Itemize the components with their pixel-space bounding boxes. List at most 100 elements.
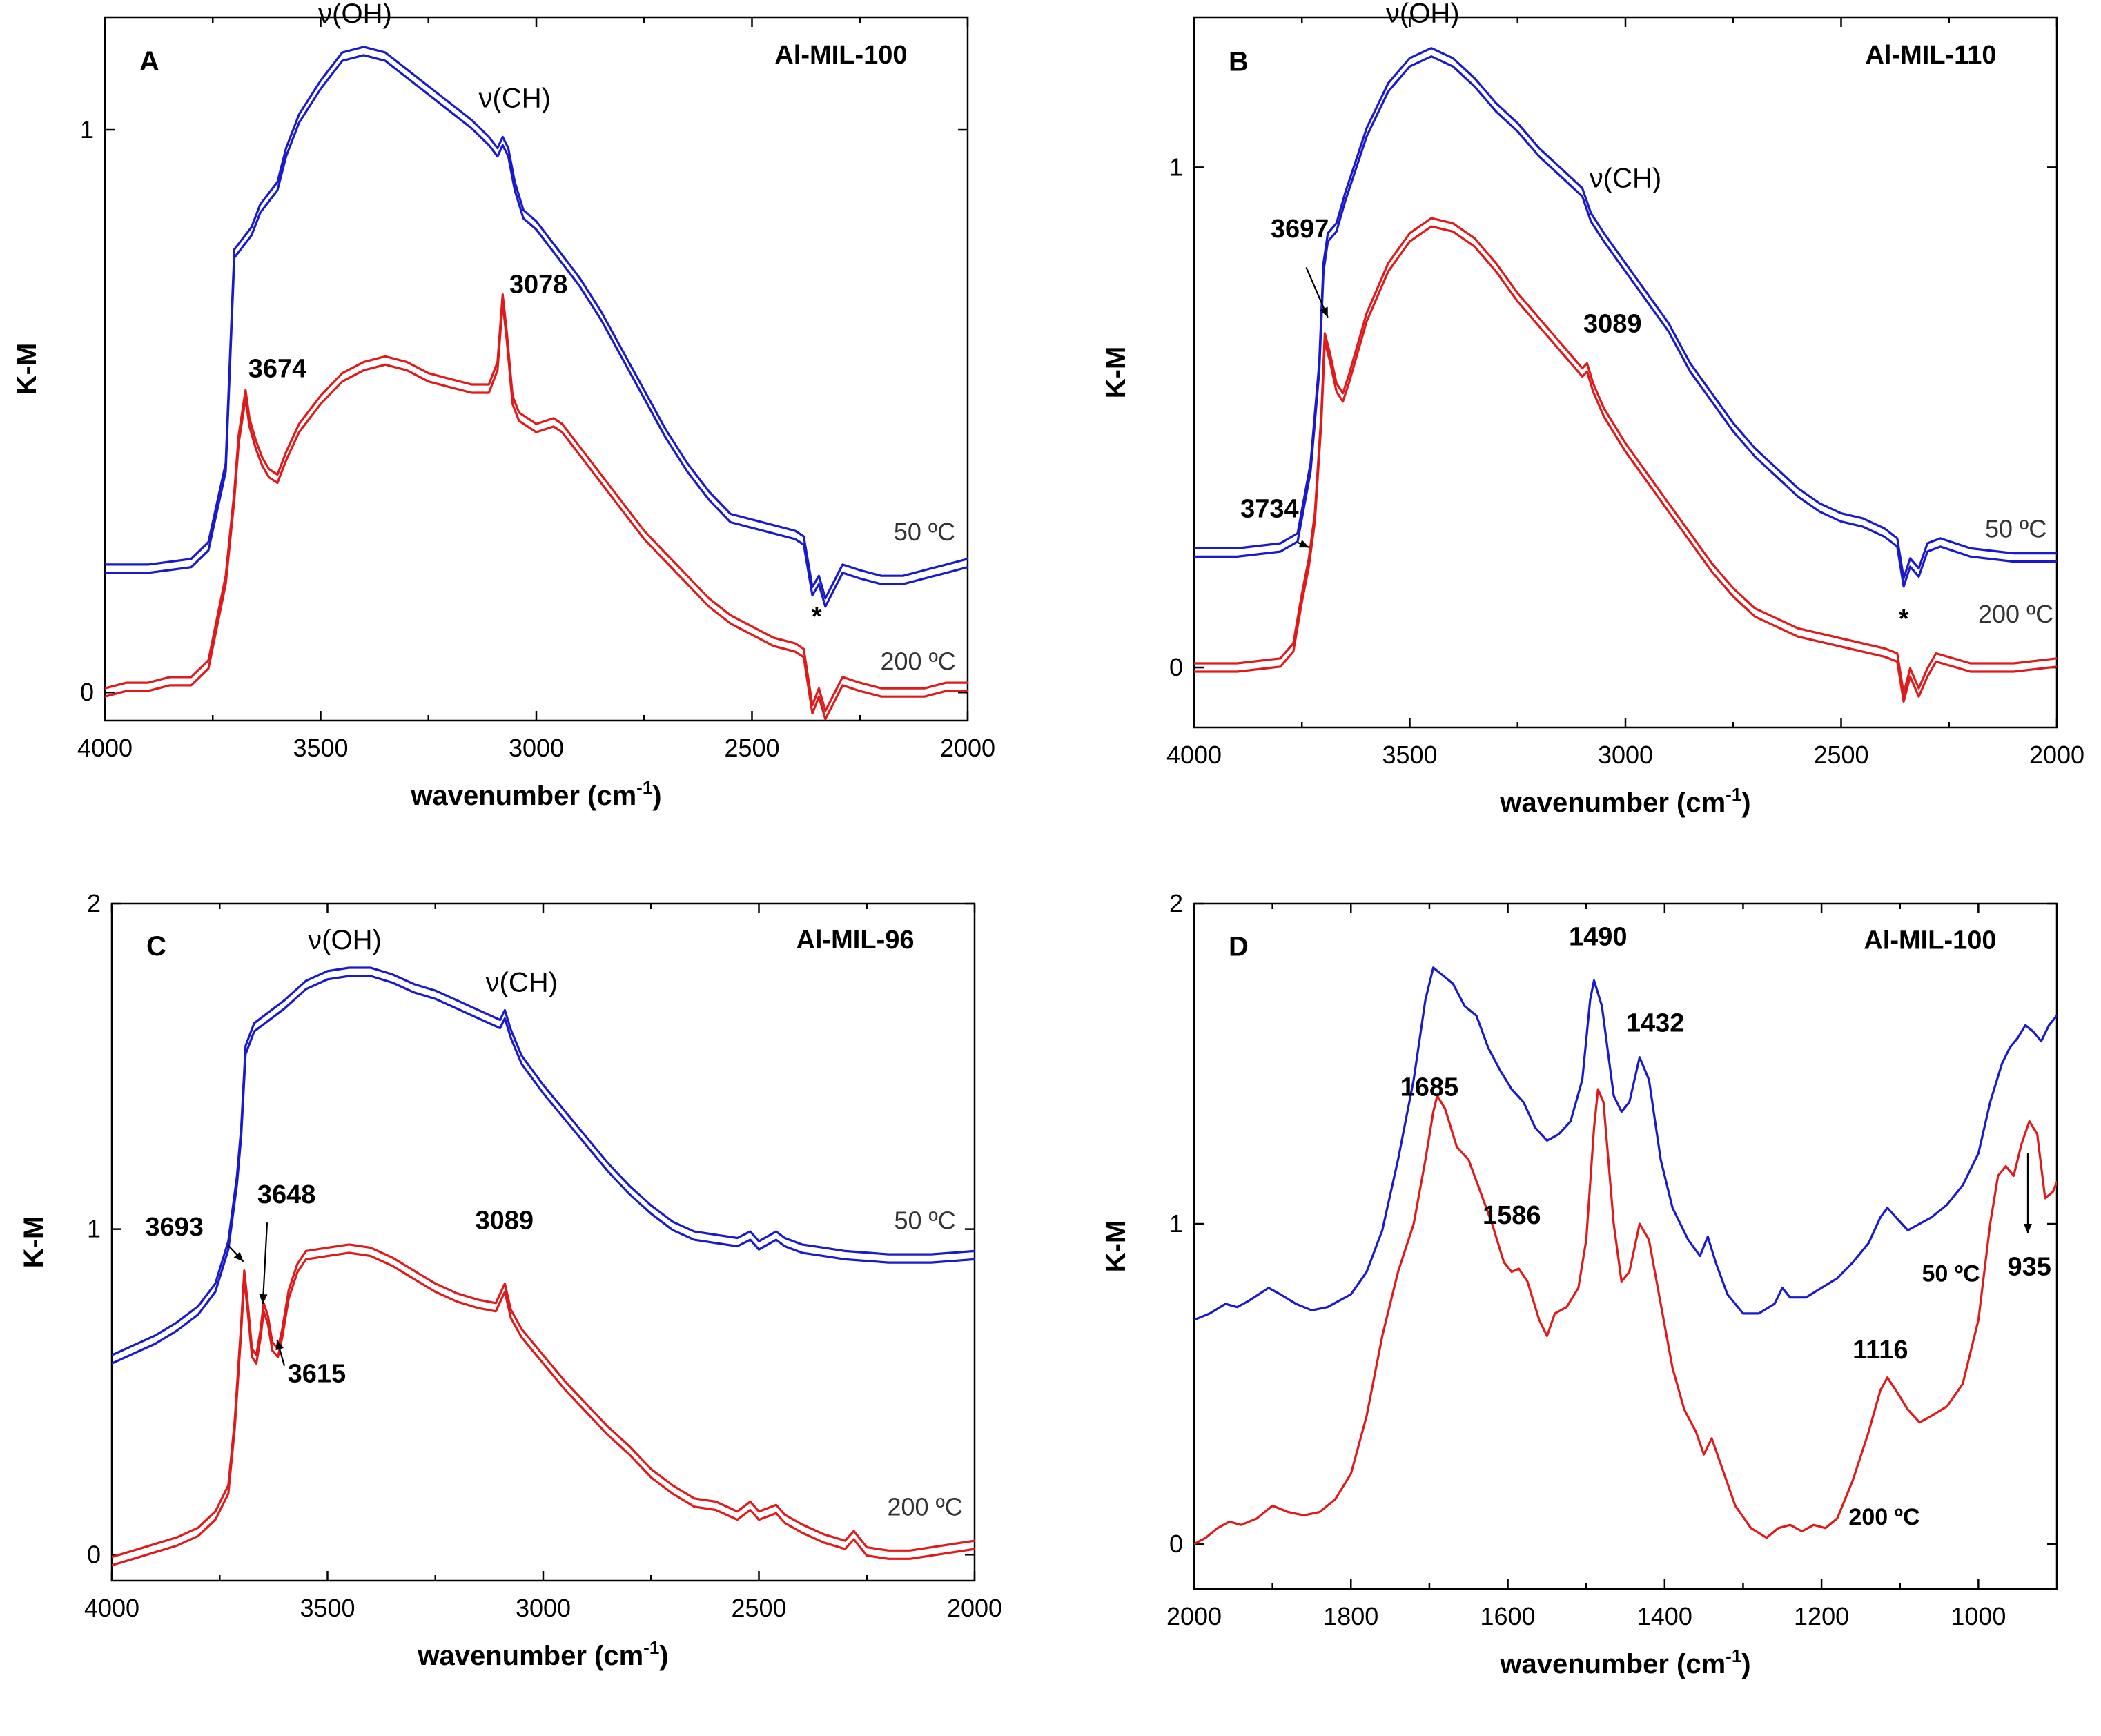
panel-title: Al-MIL-96 bbox=[797, 926, 915, 955]
x-tick-label: 4000 bbox=[77, 734, 133, 762]
annotation-arrowhead bbox=[275, 1339, 284, 1351]
peak-label: 3089 bbox=[475, 1207, 534, 1236]
x-tick-label: 2000 bbox=[940, 734, 995, 762]
peak-label: 1432 bbox=[1626, 1009, 1685, 1038]
band-label: ν(OH) bbox=[308, 925, 382, 955]
temperature-label: 50 ºC bbox=[1922, 1261, 1980, 1287]
x-tick-label: 2500 bbox=[731, 1594, 786, 1622]
annotation-arrow bbox=[262, 1222, 268, 1305]
y-tick-label: 0 bbox=[80, 678, 94, 706]
x-tick-label: 2000 bbox=[947, 1594, 1002, 1622]
plot-frame bbox=[104, 16, 969, 722]
peak-label: 935 bbox=[2008, 1252, 2051, 1281]
panel-letter: A bbox=[139, 46, 159, 77]
series-line-50c-upper bbox=[105, 46, 968, 600]
peak-label: 3648 bbox=[257, 1180, 316, 1209]
temperature-label: 200 ºC bbox=[1978, 600, 2053, 628]
temperature-label: 50 ºC bbox=[894, 518, 955, 546]
peak-label: 3089 bbox=[1583, 310, 1642, 339]
panel-title: Al-MIL-100 bbox=[774, 41, 907, 70]
x-tick-label: 3000 bbox=[1598, 741, 1653, 769]
x-tick-label: 3500 bbox=[300, 1594, 355, 1622]
band-label: ν(CH) bbox=[1590, 163, 1661, 193]
asterisk-marker: * bbox=[812, 602, 822, 631]
y-tick-label: 2 bbox=[1169, 889, 1183, 917]
y-axis-title: K-M bbox=[12, 343, 42, 396]
band-label: ν(OH) bbox=[1386, 0, 1460, 28]
x-tick-label: 3000 bbox=[516, 1594, 571, 1622]
x-axis-title: wavenumber (cm-1) bbox=[410, 777, 661, 811]
band-label: ν(CH) bbox=[479, 83, 551, 113]
annotation-arrowhead bbox=[1298, 540, 1309, 548]
series-line-50c-upper bbox=[1194, 47, 2057, 580]
panel-title: Al-MIL-110 bbox=[1865, 41, 1996, 70]
chart-panel-a: 4000 3500 3000 2500 2000 0 1 wavenumber (cm-1) K… bbox=[12, 0, 995, 811]
x-tick-label: 1000 bbox=[1951, 1602, 2006, 1630]
temperature-label: 200 ºC bbox=[1848, 1504, 1919, 1530]
x-axis-title: wavenumber (cm-1) bbox=[1499, 784, 1750, 818]
band-label: ν(CH) bbox=[486, 967, 558, 997]
chart-panel-b: 4000 3500 3000 2500 2000 0 1 wavenumber (cm-1) K… bbox=[1101, 0, 2084, 818]
y-tick-label: 1 bbox=[87, 1215, 101, 1243]
x-tick-label: 1200 bbox=[1794, 1602, 1849, 1630]
peak-label: 1586 bbox=[1483, 1201, 1541, 1230]
x-tick-label: 4000 bbox=[1166, 741, 1222, 769]
temperature-label: 50 ºC bbox=[1985, 515, 2046, 543]
chart-panel-d: 2000 1800 1600 1400 1200 1000 0 1 2 wavenumber (c… bbox=[1101, 889, 2058, 1679]
y-axis-title: K-M bbox=[19, 1216, 49, 1269]
peak-label: 3078 bbox=[509, 270, 568, 299]
series-line-200c-upper bbox=[112, 1243, 975, 1559]
annotation-arrowhead bbox=[2023, 1223, 2032, 1233]
x-axis-title: wavenumber (cm-1) bbox=[1499, 1646, 1750, 1679]
panel-title: Al-MIL-100 bbox=[1864, 926, 1996, 955]
series-line-50c-lower bbox=[112, 975, 975, 1365]
peak-label: 1116 bbox=[1853, 1336, 1908, 1365]
y-tick-label: 0 bbox=[87, 1540, 101, 1568]
series-line-50c-lower bbox=[105, 54, 968, 608]
x-tick-label: 1800 bbox=[1323, 1602, 1378, 1630]
panel-letter: C bbox=[146, 931, 166, 962]
y-tick-label: 0 bbox=[1169, 653, 1183, 681]
chart-panel-c: 4000 3500 3000 2500 2000 0 1 2 wavenumber (cm-1)… bbox=[19, 889, 1002, 1671]
x-tick-label: 3500 bbox=[293, 734, 348, 762]
peak-label: 3734 bbox=[1240, 495, 1299, 524]
series-line-200c-lower bbox=[112, 1251, 975, 1567]
x-tick-label: 1600 bbox=[1480, 1602, 1535, 1630]
peak-label: 3693 bbox=[145, 1213, 204, 1242]
annotation-arrowhead bbox=[259, 1294, 268, 1305]
x-tick-label: 3000 bbox=[509, 734, 564, 762]
series-line-50c-lower bbox=[1194, 55, 2057, 588]
x-axis-title: wavenumber (cm-1) bbox=[417, 1637, 668, 1671]
y-tick-label: 1 bbox=[1169, 153, 1183, 181]
series-line-200c bbox=[1194, 1088, 2057, 1545]
band-label: ν(OH) bbox=[318, 0, 392, 29]
asterisk-marker: * bbox=[1899, 605, 1909, 634]
x-tick-label: 2000 bbox=[1166, 1602, 1222, 1630]
x-tick-label: 2500 bbox=[1813, 741, 1868, 769]
peak-label: 1490 bbox=[1569, 922, 1628, 951]
y-tick-label: 0 bbox=[1169, 1530, 1183, 1558]
peak-label: 3697 bbox=[1271, 215, 1329, 244]
x-tick-label: 1400 bbox=[1637, 1602, 1692, 1630]
temperature-label: 200 ºC bbox=[881, 647, 956, 676]
plot-frame bbox=[1193, 902, 2058, 1590]
x-tick-label: 2000 bbox=[2029, 741, 2084, 769]
annotation-arrowhead bbox=[233, 1251, 244, 1262]
y-tick-label: 2 bbox=[87, 889, 101, 917]
annotation-arrowhead bbox=[1320, 306, 1328, 318]
series-line-200c-lower bbox=[105, 302, 968, 721]
temperature-label: 200 ºC bbox=[888, 1493, 963, 1521]
peak-label: 1685 bbox=[1400, 1073, 1459, 1102]
y-axis-title: K-M bbox=[1101, 347, 1131, 399]
x-tick-label: 2500 bbox=[724, 734, 779, 762]
plot-frame bbox=[110, 902, 976, 1582]
y-tick-label: 1 bbox=[80, 115, 94, 144]
series-line-50c-upper bbox=[112, 966, 975, 1356]
series-line-200c-upper bbox=[1194, 217, 2057, 695]
panel-letter: D bbox=[1229, 932, 1249, 962]
x-tick-label: 3500 bbox=[1382, 741, 1437, 769]
peak-label: 3674 bbox=[248, 355, 307, 384]
series-line-200c-lower bbox=[1194, 225, 2057, 703]
peak-label: 3615 bbox=[288, 1359, 346, 1388]
